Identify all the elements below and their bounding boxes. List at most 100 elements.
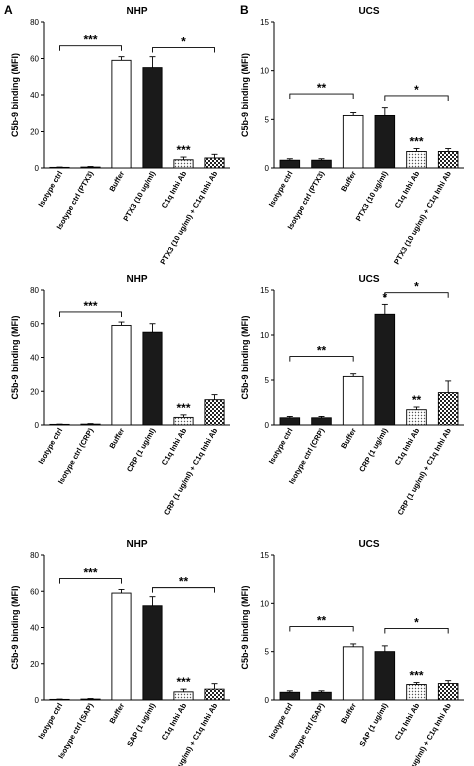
panel-label-a: A bbox=[4, 3, 13, 17]
chart-1-bar-3 bbox=[111, 59, 132, 169]
chart-4-bracket-1 bbox=[289, 356, 354, 362]
chart-1-xtick-label-5: C1q Inhi Ab bbox=[160, 169, 189, 210]
panel-label-b: B bbox=[240, 3, 249, 17]
chart-2-bracket-2 bbox=[384, 95, 449, 101]
chart-6-bar-6 bbox=[437, 683, 459, 701]
chart-4-sig-label-4: ** bbox=[412, 393, 422, 407]
chart-1-bar-4 bbox=[142, 67, 163, 169]
chart-6-xtick-label-5: C1q Inhi Ab bbox=[393, 701, 422, 742]
chart-4-ytick-label-2: 10 bbox=[260, 331, 269, 340]
chart-5-bar-2 bbox=[80, 698, 101, 701]
chart-2-ytick-label-2: 10 bbox=[260, 67, 269, 76]
chart-5-sig-label-1: *** bbox=[83, 566, 97, 580]
chart-6-sig-label-3: *** bbox=[409, 669, 423, 683]
chart-3-xtick-label-1: Isotype ctrl bbox=[36, 427, 64, 466]
chart-5-bar-4 bbox=[142, 605, 163, 701]
chart-5-sig-label-2: ** bbox=[179, 575, 189, 589]
chart-6-ylabel: C5b-9 binding (MFI) bbox=[240, 586, 250, 670]
chart-4-ytick-label-0: 0 bbox=[265, 421, 270, 430]
chart-6-bar-5 bbox=[406, 684, 427, 701]
chart-1-bar-2 bbox=[80, 166, 101, 169]
chart-4-ytick-label-3: 15 bbox=[260, 286, 269, 295]
chart-5-bar-5 bbox=[173, 691, 194, 701]
chart-5-ytick-label-1: 20 bbox=[30, 660, 39, 669]
chart-2-ylabel: C5b-9 binding (MFI) bbox=[240, 53, 250, 137]
chart-5-ytick-label-2: 40 bbox=[30, 624, 39, 633]
chart-2-bar-3 bbox=[342, 114, 364, 169]
chart-4-sig-label-2: * bbox=[414, 280, 419, 294]
chart-4-bar-4 bbox=[374, 313, 396, 426]
chart-4-bracket-2 bbox=[384, 292, 449, 298]
chart-6-ytick-label-1: 5 bbox=[265, 648, 270, 657]
chart-3-xtick-label-5: C1q Inhi Ab bbox=[160, 426, 189, 467]
chart-3-ytick-label-0: 0 bbox=[35, 421, 40, 430]
chart-6-ytick-label-0: 0 bbox=[265, 696, 270, 705]
chart-3-title: NHP bbox=[126, 274, 147, 285]
chart-4-xtick-label-4: CRP (1 ug/ml) bbox=[357, 426, 390, 473]
chart-4-ylabel: C5b-9 binding (MFI) bbox=[240, 316, 250, 400]
chart-3-sig-label-2: *** bbox=[176, 401, 190, 415]
chart-6-bar-2 bbox=[311, 691, 332, 701]
chart-3-xtick-label-4: CRP (1 ug/ml) bbox=[125, 426, 158, 473]
chart-5-sig-label-3: *** bbox=[176, 675, 190, 689]
chart-4-bar-3 bbox=[342, 375, 364, 426]
chart-3-xtick-label-6: CRP (1 ug/ml) + C1q Inhi Ab bbox=[162, 426, 219, 517]
chart-1-xtick-label-6: PTX3 (10 ug/ml) + C1q Inhi Ab bbox=[158, 169, 219, 266]
chart-2-xtick-label-1: Isotype ctrl bbox=[267, 170, 295, 209]
chart-5-xtick-label-2: Isotype ctrl (SAP) bbox=[56, 701, 95, 760]
chart-3-ytick-label-4: 80 bbox=[30, 286, 39, 295]
chart-1-bar-5 bbox=[173, 159, 194, 169]
chart-1-ytick-label-2: 40 bbox=[30, 91, 39, 100]
chart-2-bar-6 bbox=[437, 151, 459, 169]
chart-5-bracket-2 bbox=[152, 587, 215, 593]
chart-2-sig-label-1: ** bbox=[317, 81, 327, 95]
plots-group: NHP C5b-9 binding (MFI) 0 20 40 60 80 Isotype c… bbox=[10, 6, 464, 766]
chart-6: UCS C5b-9 binding (MFI) 0 5 10 15 Isotype ctrl… bbox=[240, 539, 464, 766]
chart-4-sig-label-3: * bbox=[382, 290, 387, 304]
chart-3-bracket-1 bbox=[59, 311, 122, 317]
chart-5-bar-3 bbox=[111, 592, 132, 701]
chart-5-ytick-label-3: 60 bbox=[30, 587, 39, 596]
chart-1-ylabel: C5b-9 binding (MFI) bbox=[10, 53, 20, 137]
chart-2-sig-label-3: *** bbox=[409, 135, 423, 149]
chart-4-xtick-label-3: Buffer bbox=[339, 426, 358, 450]
chart-2-ytick-label-1: 5 bbox=[265, 115, 270, 124]
chart-6-sig-label-1: ** bbox=[317, 614, 327, 628]
chart-3-sig-label-1: *** bbox=[83, 299, 97, 313]
chart-1-sig-label-3: *** bbox=[176, 143, 190, 157]
chart-2-bar-4 bbox=[374, 114, 396, 169]
chart-4-bar-6 bbox=[437, 392, 459, 426]
chart-5-ytick-label-0: 0 bbox=[35, 696, 40, 705]
chart-6-ytick-label-3: 15 bbox=[260, 551, 269, 560]
chart-5-ylabel: C5b-9 binding (MFI) bbox=[10, 586, 20, 670]
chart-1-ytick-label-3: 60 bbox=[30, 55, 39, 64]
chart-6-ytick-label-2: 10 bbox=[260, 599, 269, 608]
chart-4-xtick-label-5: C1q Inhi Ab bbox=[393, 426, 422, 467]
chart-1-xtick-label-1: Isotype ctrl bbox=[36, 170, 64, 209]
chart-1-ytick-label-4: 80 bbox=[30, 18, 39, 27]
chart-4-bar-1 bbox=[279, 417, 301, 426]
chart-1-xtick-label-4: PTX3 (10 ug/ml) bbox=[121, 169, 157, 223]
chart-5-xtick-label-3: Buffer bbox=[107, 701, 126, 725]
chart-5-xtick-label-5: C1q Inhi Ab bbox=[160, 701, 189, 742]
chart-4-xtick-label-1: Isotype ctrl bbox=[267, 427, 295, 466]
chart-6-xtick-label-1: Isotype ctrl bbox=[267, 702, 295, 741]
chart-6-bracket-1 bbox=[289, 626, 354, 632]
chart-6-bracket-2 bbox=[384, 628, 449, 634]
chart-2-xtick-label-4: PTX3 (10 ug/ml) bbox=[354, 169, 390, 223]
chart-2: UCS C5b-9 binding (MFI) 0 5 10 15 Isotype ctrl… bbox=[240, 6, 464, 266]
chart-2-bar-5 bbox=[406, 151, 427, 169]
chart-4-xtick-label-6: CRP (1 ug/ml) + C1q Inhi Ab bbox=[396, 426, 453, 517]
chart-2-sig-label-2: * bbox=[414, 83, 419, 97]
chart-2-ytick-label-0: 0 bbox=[265, 164, 270, 173]
chart-5-xtick-label-1: Isotype ctrl bbox=[36, 702, 64, 741]
chart-3-ytick-label-3: 60 bbox=[30, 320, 39, 329]
chart-1-sig-label-2: * bbox=[181, 35, 186, 49]
chart-6-title: UCS bbox=[358, 539, 379, 550]
chart-6-xtick-label-3: Buffer bbox=[339, 701, 358, 725]
chart-4-bar-5 bbox=[406, 409, 427, 426]
chart-3-ytick-label-1: 20 bbox=[30, 387, 39, 396]
chart-3: NHP C5b-9 binding (MFI) 0 20 40 60 80 Isotype c… bbox=[10, 274, 230, 517]
chart-2-bar-2 bbox=[311, 159, 332, 169]
